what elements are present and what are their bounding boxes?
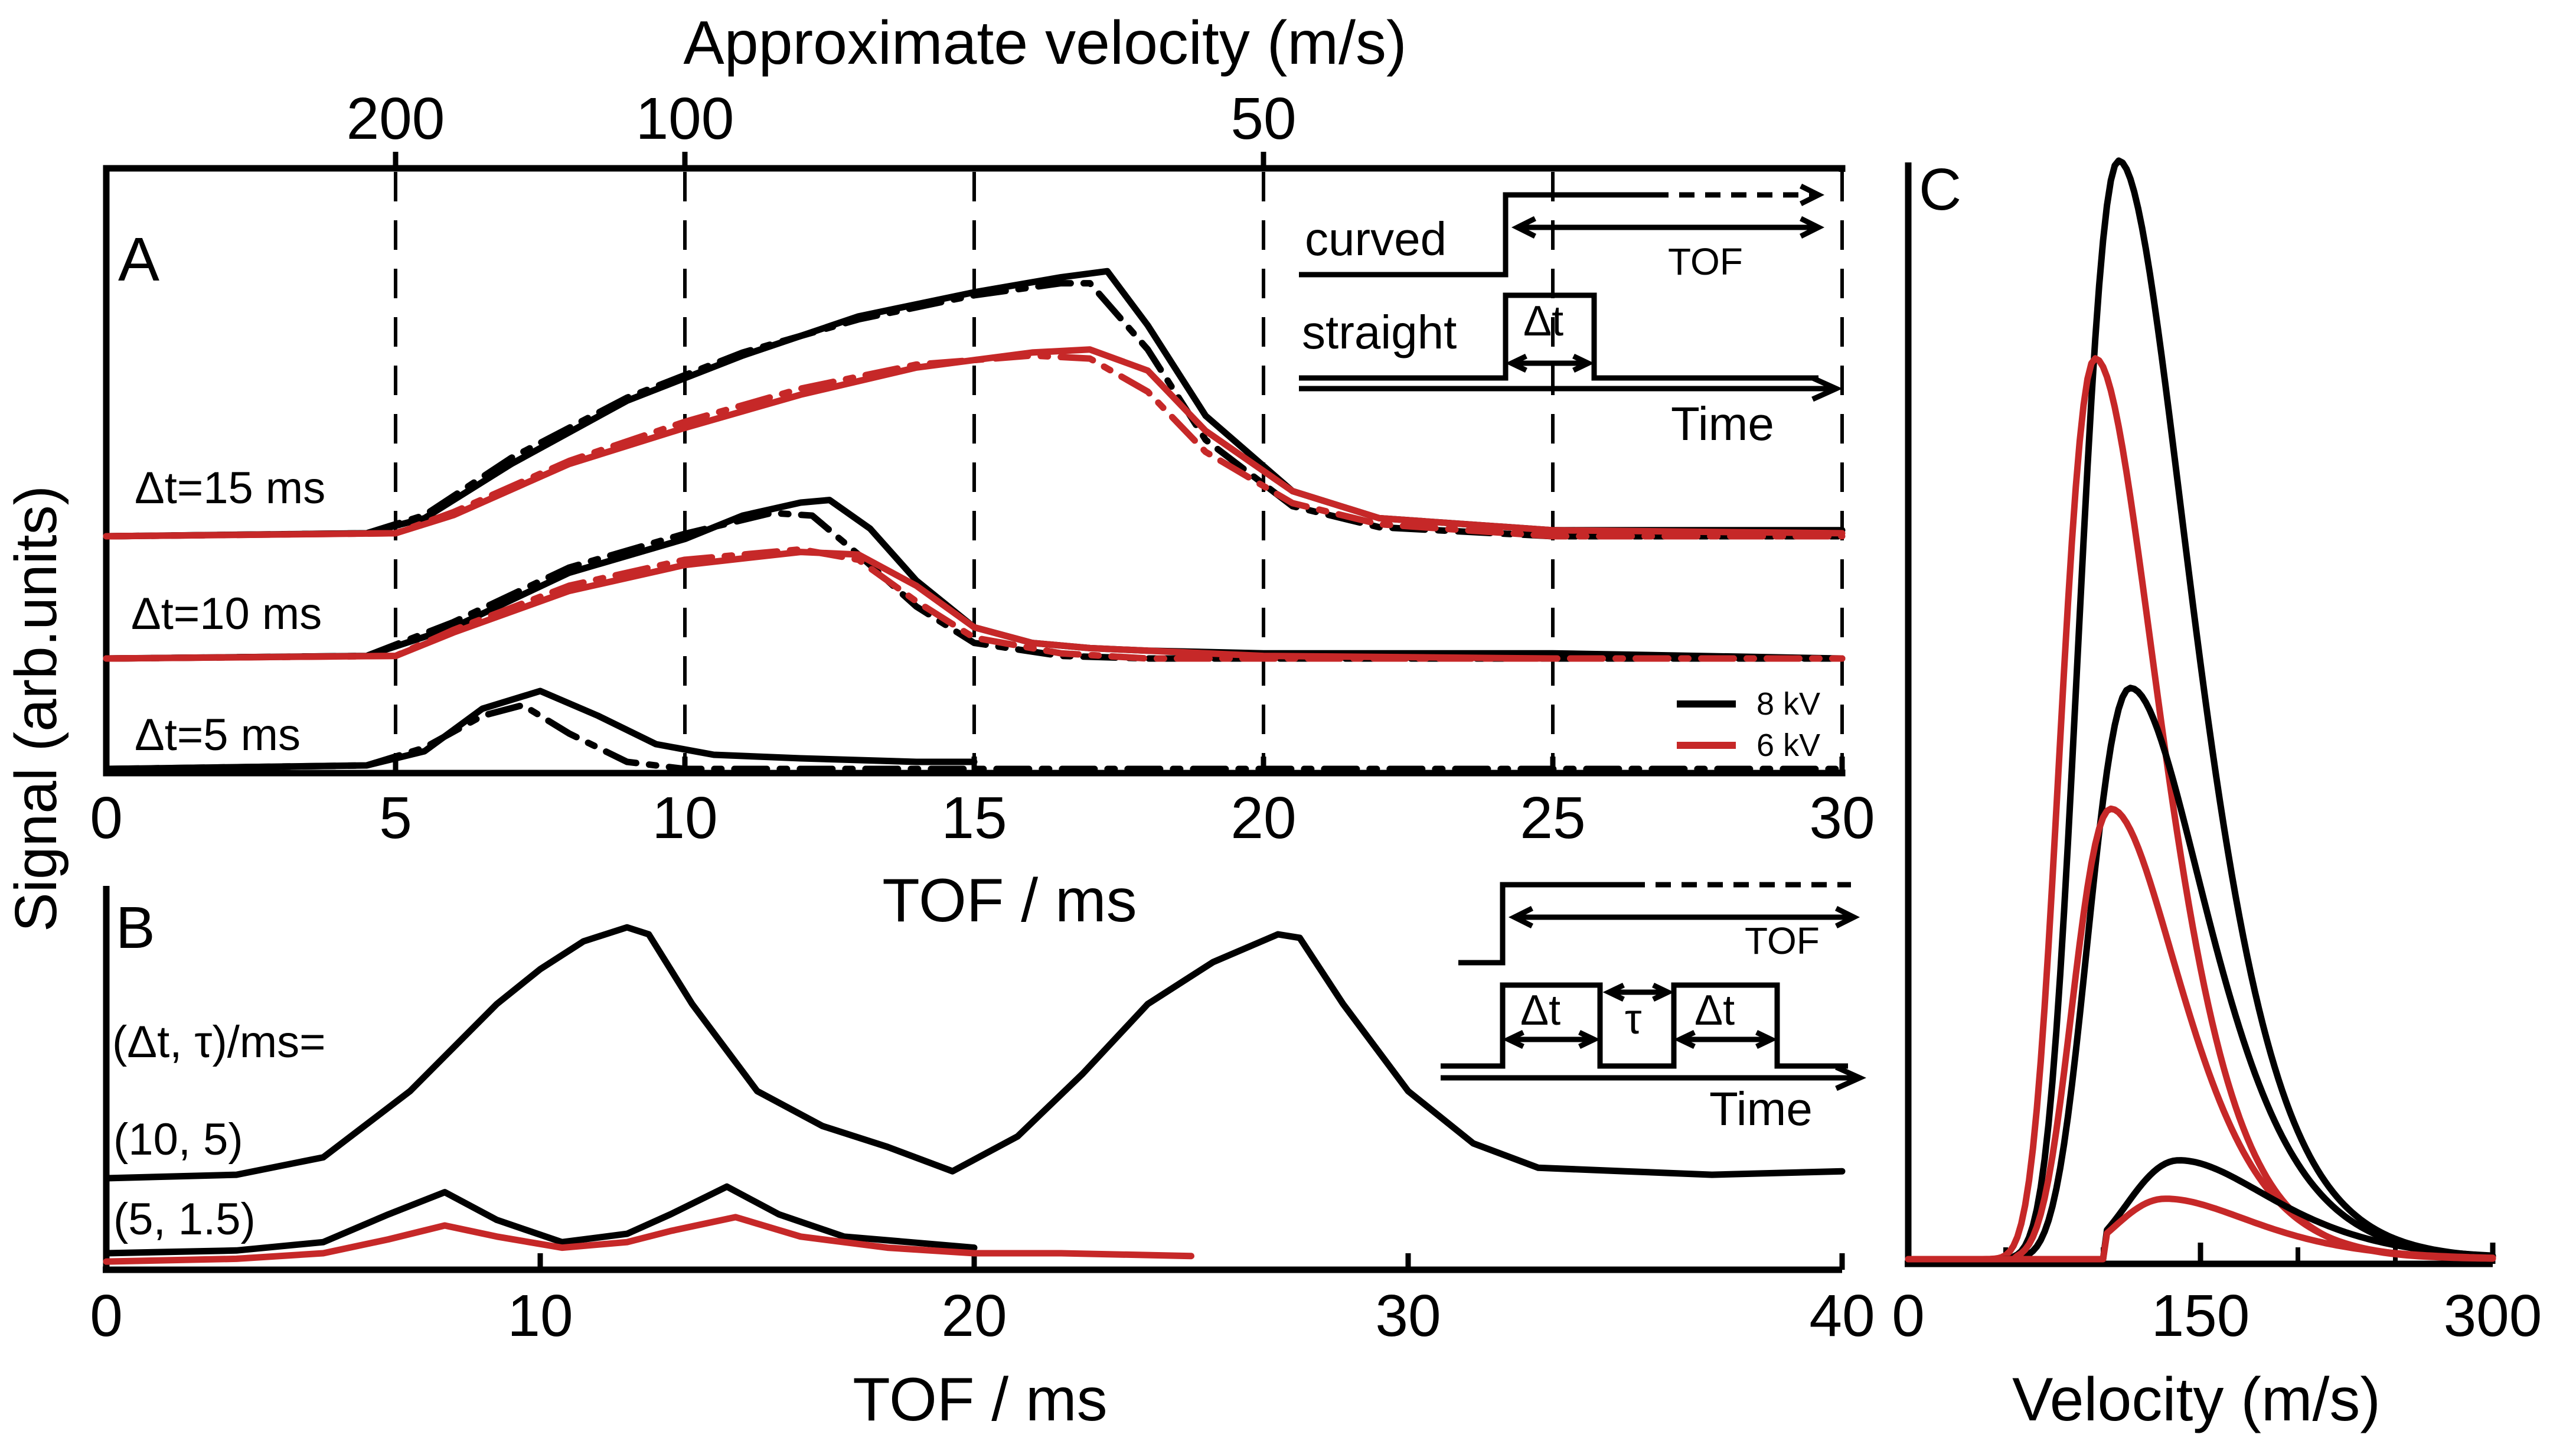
b-tof-arrow-head-right: [1834, 905, 1860, 929]
panel-b-curves: [103, 924, 1846, 1265]
tof-arrow-head-left: [1511, 216, 1537, 239]
legend-label-6kv: 6 kV: [1756, 728, 1820, 763]
panel-a-letter: A: [118, 225, 159, 294]
b-tau-left: [1602, 982, 1625, 1002]
c-x-tick-label: 150: [2151, 1283, 2250, 1349]
b-x-tick-label: 10: [507, 1283, 573, 1349]
panel-c-letter: C: [1919, 157, 1961, 223]
c-x-tick-label: 300: [2444, 1283, 2542, 1349]
curve-a-1-8kv-simulated: [103, 280, 1846, 540]
panel-a-curves: [103, 268, 1846, 772]
panel-b-x-ticks: 0 10 20 30 40: [90, 1253, 1875, 1349]
panel-c: C 0 150 300 Velocity (m/s): [1892, 157, 2542, 1434]
curve-c-1: [1905, 157, 2496, 1263]
inset-time-label: Time: [1671, 397, 1774, 450]
x-tick-label: 10: [652, 785, 717, 851]
curve-a-2-6kv-simulated: [103, 546, 1846, 662]
curve-c-6: [1905, 1195, 2496, 1263]
timing-inset-b: [1441, 882, 1866, 1091]
tof-arrow-head-top: [1799, 183, 1825, 207]
inset-dt-label: Δt: [1523, 298, 1563, 345]
panel-a-gridlines: [394, 172, 1846, 770]
straight-pulse: [1299, 292, 1818, 381]
inset-straight-label: straight: [1302, 306, 1457, 358]
panel-b: B 0 10 20 30 40 TOF / ms (Δt, τ)/ms= (10, 5)…: [90, 882, 1875, 1434]
curved-pulse: [1299, 192, 1653, 278]
panel-c-x-label: Velocity (m/s): [2012, 1365, 2381, 1434]
b-dt2-left: [1673, 1029, 1696, 1049]
b-x-tick-label: 20: [941, 1283, 1007, 1349]
top-tick-label: 50: [1230, 86, 1296, 152]
dt-arrow-left: [1505, 353, 1527, 373]
legend: 8 kV 6 kV: [1677, 686, 1820, 763]
curve-b-2-6kv: [103, 1214, 1194, 1265]
c-x-tick-label: 0: [1892, 1283, 1925, 1349]
b-x-tick-label: 30: [1375, 1283, 1441, 1349]
group-label-10-5: (10, 5): [113, 1114, 243, 1165]
top-axis-label: Approximate velocity (m/s): [683, 9, 1406, 77]
x-tick-label: 25: [1520, 785, 1585, 851]
group-label-dt5: Δt=5 ms: [135, 710, 301, 760]
panel-b-annotation: (Δt, τ)/ms=: [112, 1017, 326, 1067]
b-x-tick-label: 40: [1809, 1283, 1875, 1349]
panel-a-x-ticks: 0 5 10 15 20 25 30: [90, 757, 1875, 851]
tof-pulse: [1458, 882, 1630, 966]
inset-curved-label: curved: [1305, 213, 1447, 265]
b-inset-dt1-label: Δt: [1520, 987, 1560, 1034]
panel-b-x-label: TOF / ms: [853, 1365, 1107, 1434]
curve-b-1-8kv: [103, 924, 1846, 1182]
group-label-dt10: Δt=10 ms: [131, 589, 322, 639]
b-dt1-left: [1502, 1029, 1524, 1049]
curve-a-1-8kv-measured: [103, 268, 1846, 540]
curve-a-2-6kv-measured: [103, 549, 1556, 662]
b-tof-arrow-head-left: [1508, 905, 1534, 929]
panel-b-letter: B: [116, 895, 155, 961]
b-time-axis-arrow: [1835, 1064, 1866, 1091]
curve-a-3-8kv-simulated: [103, 702, 1846, 772]
panel-a-x-label: TOF / ms: [882, 866, 1137, 935]
panel-c-curves: [1905, 157, 2496, 1263]
timing-inset-a: [1299, 183, 1843, 402]
b-inset-time-label: Time: [1709, 1083, 1813, 1135]
b-dt1-right: [1578, 1029, 1601, 1049]
b-x-tick-label: 0: [90, 1283, 123, 1349]
top-tick-label: 100: [636, 86, 734, 152]
tof-arrow-head-right: [1799, 216, 1825, 239]
curve-a-1-6kv-simulated: [103, 352, 1846, 540]
dt-arrow-right: [1572, 353, 1595, 373]
group-label-dt15: Δt=15 ms: [135, 463, 325, 513]
group-label-5-1.5: (5, 1.5): [113, 1194, 256, 1244]
b-dt2-right: [1755, 1029, 1778, 1049]
panel-a: A Approximate velocity (m/s) 200 100 50 0 5…: [90, 9, 1875, 935]
curve-b-2-8kv: [103, 1183, 978, 1257]
b-inset-tau-label: τ: [1625, 996, 1641, 1043]
b-tau-right: [1652, 982, 1674, 1002]
top-axis-ticks: 200 100 50: [347, 86, 1297, 168]
y-axis-label: Signal (arb.units): [3, 485, 69, 932]
x-tick-label: 20: [1230, 785, 1296, 851]
x-tick-label: 0: [90, 785, 123, 851]
top-tick-label: 200: [347, 86, 445, 152]
x-tick-label: 15: [941, 785, 1007, 851]
curve-a-3-8kv-measured: [103, 687, 978, 772]
inset-tof-label: TOF: [1668, 240, 1743, 283]
curve-c-2: [1905, 355, 2496, 1263]
x-tick-label: 5: [379, 785, 412, 851]
legend-label-8kv: 8 kV: [1756, 686, 1820, 722]
time-axis-arrow: [1811, 375, 1843, 402]
x-tick-label: 30: [1809, 785, 1875, 851]
b-double-pulse: [1441, 982, 1848, 1069]
b-inset-dt2-label: Δt: [1695, 987, 1735, 1034]
b-inset-tof-label: TOF: [1745, 920, 1820, 962]
